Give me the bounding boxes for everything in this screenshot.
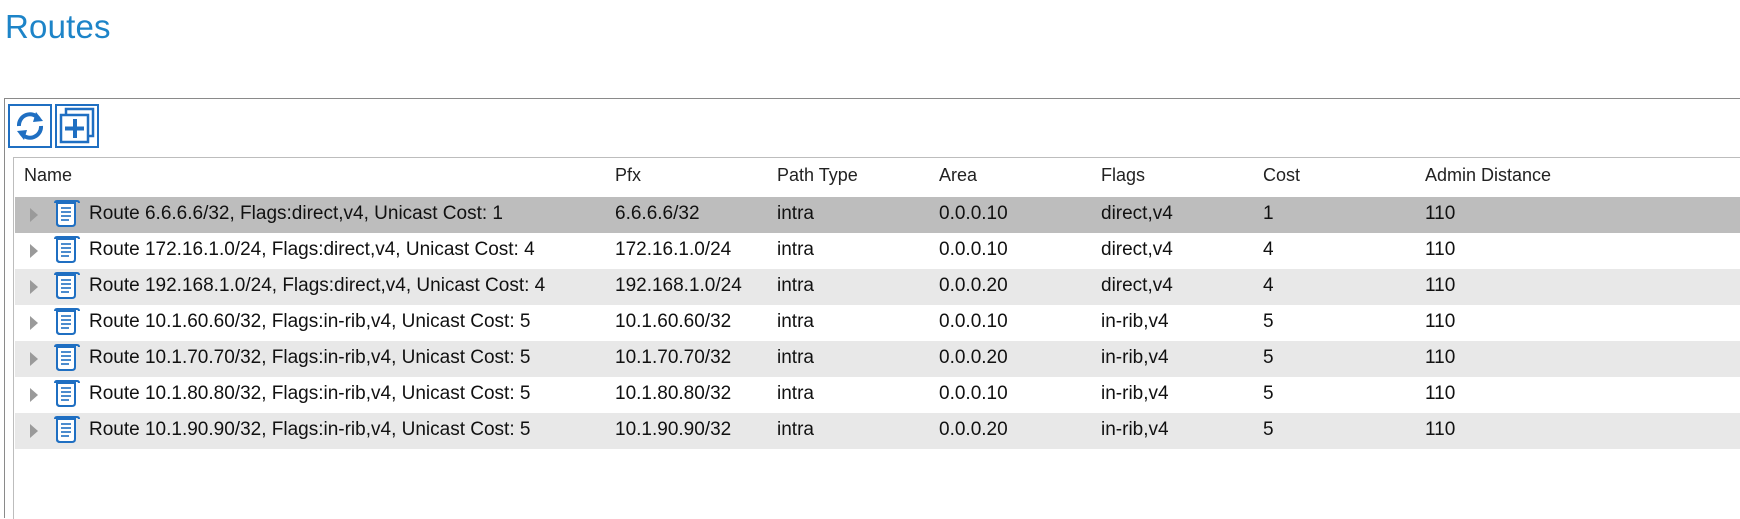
cost-cell: 1 <box>1263 203 1274 224</box>
cost-cell: 4 <box>1263 275 1274 296</box>
expand-arrow-icon[interactable] <box>30 388 38 402</box>
route-scroll-icon <box>54 380 80 407</box>
pfx-cell: 10.1.60.60/32 <box>615 311 732 332</box>
expand-arrow-icon[interactable] <box>30 424 38 438</box>
area-cell: 0.0.0.20 <box>939 347 1008 368</box>
area-cell: 0.0.0.20 <box>939 275 1008 296</box>
expand-arrow-icon[interactable] <box>30 244 38 258</box>
path-type-cell: intra <box>777 203 814 224</box>
path-type-cell: intra <box>777 347 814 368</box>
path-type-cell: intra <box>777 383 814 404</box>
table-row[interactable]: Route 192.168.1.0/24, Flags:direct,v4, U… <box>15 269 1740 305</box>
cost-cell: 5 <box>1263 311 1274 332</box>
expand-arrow-icon[interactable] <box>30 316 38 330</box>
admin-distance-cell: 110 <box>1425 419 1456 440</box>
route-name-cell: Route 10.1.80.80/32, Flags:in-rib,v4, Un… <box>89 383 531 404</box>
area-cell: 0.0.0.10 <box>939 203 1008 224</box>
path-type-cell: intra <box>777 275 814 296</box>
area-cell: 0.0.0.10 <box>939 311 1008 332</box>
table-header: Name Pfx Path Type Area Flags Cost Admin… <box>14 158 1740 196</box>
expand-arrow-icon[interactable] <box>30 208 38 222</box>
cost-cell: 5 <box>1263 383 1274 404</box>
column-header-cost[interactable]: Cost <box>1263 165 1301 185</box>
refresh-icon <box>17 112 43 140</box>
expand-arrow-icon[interactable] <box>30 352 38 366</box>
flags-cell: in-rib,v4 <box>1101 383 1169 404</box>
admin-distance-cell: 110 <box>1425 239 1456 260</box>
route-name-cell: Route 10.1.60.60/32, Flags:in-rib,v4, Un… <box>89 311 531 332</box>
table-row[interactable]: Route 172.16.1.0/24, Flags:direct,v4, Un… <box>15 233 1740 269</box>
path-type-cell: intra <box>777 239 814 260</box>
admin-distance-cell: 110 <box>1425 311 1456 332</box>
pfx-cell: 192.168.1.0/24 <box>615 275 742 296</box>
cost-cell: 5 <box>1263 347 1274 368</box>
route-name-cell: Route 10.1.70.70/32, Flags:in-rib,v4, Un… <box>89 347 531 368</box>
pfx-cell: 10.1.70.70/32 <box>615 347 732 368</box>
column-header-admin-distance[interactable]: Admin Distance <box>1425 165 1552 185</box>
route-name-cell: Route 6.6.6.6/32, Flags:direct,v4, Unica… <box>89 203 503 224</box>
flags-cell: direct,v4 <box>1101 239 1173 260</box>
route-name-cell: Route 192.168.1.0/24, Flags:direct,v4, U… <box>89 275 546 296</box>
page-title: Routes <box>5 8 111 45</box>
flags-cell: in-rib,v4 <box>1101 419 1169 440</box>
flags-cell: direct,v4 <box>1101 275 1173 296</box>
area-cell: 0.0.0.10 <box>939 383 1008 404</box>
admin-distance-cell: 110 <box>1425 383 1456 404</box>
cost-cell: 4 <box>1263 239 1274 260</box>
route-scroll-icon <box>54 272 80 299</box>
add-button[interactable] <box>55 104 99 148</box>
column-header-flags[interactable]: Flags <box>1101 165 1146 185</box>
pfx-cell: 10.1.80.80/32 <box>615 383 732 404</box>
flags-cell: direct,v4 <box>1101 203 1173 224</box>
route-scroll-icon <box>54 344 80 371</box>
table-row[interactable]: Route 6.6.6.6/32, Flags:direct,v4, Unica… <box>15 197 1740 233</box>
table-row[interactable]: Route 10.1.70.70/32, Flags:in-rib,v4, Un… <box>15 341 1740 377</box>
route-scroll-icon <box>54 416 80 443</box>
routes-table: Name Pfx Path Type Area Flags Cost Admin… <box>13 157 1740 519</box>
table-row[interactable]: Route 10.1.80.80/32, Flags:in-rib,v4, Un… <box>15 377 1740 413</box>
admin-distance-cell: 110 <box>1425 203 1456 224</box>
route-name-cell: Route 10.1.90.90/32, Flags:in-rib,v4, Un… <box>89 419 531 440</box>
route-scroll-icon <box>54 308 80 335</box>
toolbar <box>8 104 99 150</box>
pfx-cell: 172.16.1.0/24 <box>615 239 732 260</box>
column-header-area[interactable]: Area <box>939 165 978 185</box>
column-header-name[interactable]: Name <box>24 165 73 185</box>
route-scroll-icon <box>54 236 80 263</box>
area-cell: 0.0.0.10 <box>939 239 1008 260</box>
expand-arrow-icon[interactable] <box>30 280 38 294</box>
flags-cell: in-rib,v4 <box>1101 347 1169 368</box>
area-cell: 0.0.0.20 <box>939 419 1008 440</box>
path-type-cell: intra <box>777 419 814 440</box>
cost-cell: 5 <box>1263 419 1274 440</box>
flags-cell: in-rib,v4 <box>1101 311 1169 332</box>
admin-distance-cell: 110 <box>1425 275 1456 296</box>
admin-distance-cell: 110 <box>1425 347 1456 368</box>
table-row[interactable]: Route 10.1.90.90/32, Flags:in-rib,v4, Un… <box>15 413 1740 449</box>
column-header-path-type[interactable]: Path Type <box>777 165 858 185</box>
column-header-pfx[interactable]: Pfx <box>615 165 642 185</box>
add-icon <box>59 107 95 144</box>
route-name-cell: Route 172.16.1.0/24, Flags:direct,v4, Un… <box>89 239 535 260</box>
pfx-cell: 10.1.90.90/32 <box>615 419 732 440</box>
routes-panel: Name Pfx Path Type Area Flags Cost Admin… <box>4 98 1740 519</box>
pfx-cell: 6.6.6.6/32 <box>615 203 700 224</box>
route-scroll-icon <box>54 200 80 227</box>
refresh-button[interactable] <box>8 104 52 148</box>
path-type-cell: intra <box>777 311 814 332</box>
table-row[interactable]: Route 10.1.60.60/32, Flags:in-rib,v4, Un… <box>15 305 1740 341</box>
